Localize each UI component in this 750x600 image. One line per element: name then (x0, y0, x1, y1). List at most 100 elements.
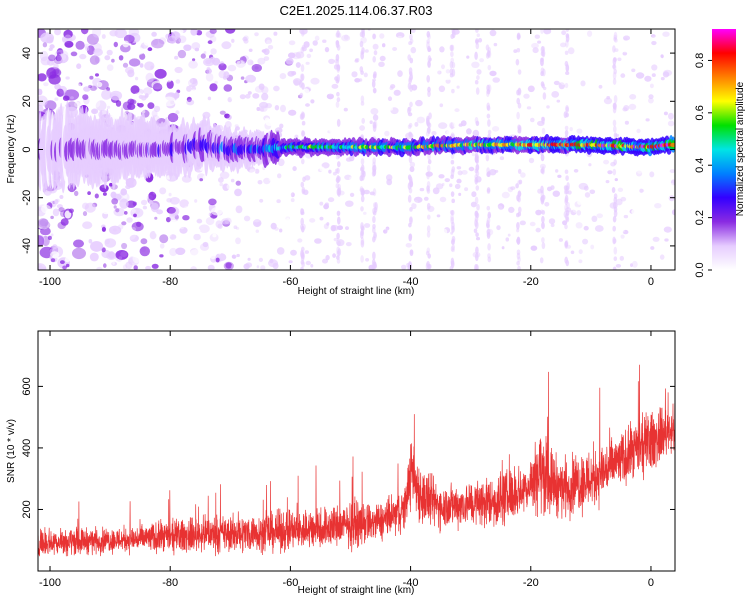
spectrogram-cell (497, 238, 503, 245)
spectrogram-streak-cell (300, 260, 305, 265)
spectrogram-cell (169, 234, 177, 240)
spectrogram-cell (106, 64, 114, 71)
spectrogram-cell (130, 207, 144, 218)
spectrogram-cell (43, 82, 49, 87)
spectrogram-cell (259, 108, 265, 112)
spectrogram-cell (436, 254, 441, 261)
spectrogram-streak-cell (336, 250, 341, 257)
spectrogram-cell (268, 199, 272, 203)
spectrogram-cell (479, 58, 484, 63)
spectrogram-cell (550, 247, 555, 252)
spectrogram-cell (75, 40, 85, 50)
spectrogram-cell (575, 222, 583, 229)
spectrogram-cell (570, 250, 575, 255)
spectrogram-cell (580, 80, 586, 87)
spectrogram-cell (650, 34, 656, 38)
spectrogram-cell (567, 236, 576, 243)
spectrogram-cell (120, 188, 127, 196)
spectrogram-cell (141, 109, 146, 114)
spectrogram-cell (501, 246, 505, 250)
spectrogram-cell (329, 30, 335, 36)
spectrogram-cell (101, 247, 106, 253)
spectrogram-streak-cell (426, 41, 430, 50)
spectrogram-cell (85, 46, 90, 52)
spectrogram-streak-cell (486, 231, 491, 240)
spectrogram-streak-cell (540, 81, 545, 87)
spectrogram-cell (168, 233, 172, 238)
spectrogram-cell (446, 130, 451, 135)
spectrogram-cell (573, 67, 579, 72)
spectrogram-streak-cell (360, 188, 365, 197)
spectrogram-cell (538, 235, 546, 241)
spectrogram-cell (588, 163, 592, 167)
spectrogram-cell (113, 58, 120, 65)
spectrogram-cell (409, 161, 416, 168)
spectrogram-cell (129, 234, 139, 242)
spectrogram-cell (465, 219, 471, 225)
spectrogram-cell (439, 103, 444, 108)
snr-panel: -100 -80 -60 -40 -20 0 200 400 600 Height of st… (6, 330, 676, 596)
spectrogram-cell (623, 105, 630, 111)
spectrogram-cell (274, 115, 281, 121)
spectrogram-streak-cell (612, 168, 617, 176)
spectrogram-cell (651, 64, 658, 71)
spectrogram-cell (663, 111, 668, 116)
spectrogram-cell (189, 78, 198, 84)
spectrogram-streak-cell (486, 113, 491, 119)
spectrogram-cell (285, 218, 291, 224)
spectrogram-cell (354, 78, 361, 83)
spectrogram-streak-cell (372, 124, 377, 132)
spectrogram-cell (387, 96, 393, 101)
spectrogram-cell (296, 162, 300, 167)
spectrogram-streak-cell (450, 191, 455, 197)
spectrogram-streak-cell (336, 167, 340, 174)
spectrogram-streak-cell (407, 124, 412, 129)
spectrogram-cell (399, 263, 407, 270)
spectrogram-cell (118, 55, 124, 61)
spectrogram-streak-cell (612, 225, 616, 232)
spectrogram-cell (148, 191, 157, 201)
spectrogram-cell (378, 61, 385, 67)
spectrogram-cell (52, 89, 57, 94)
spectrogram-cell (310, 77, 320, 85)
spectrogram-cell (615, 198, 623, 206)
spectrogram-cell (122, 264, 128, 270)
spectrogram-cell (548, 218, 556, 225)
spectrogram-streak-cell (301, 188, 306, 195)
spectrogram-cell (550, 223, 555, 228)
spectrogram-cell (227, 97, 233, 103)
spectrogram-cell (309, 218, 316, 223)
spectrogram-streak-cell (564, 224, 568, 230)
spectrogram-streak-cell (300, 112, 305, 120)
spectrogram-cell (321, 57, 325, 61)
spectrogram-cell (492, 126, 500, 132)
spectrogram-cell (346, 84, 351, 90)
spectrogram-streak-cell (564, 241, 568, 248)
spectrogram-streak-cell (372, 56, 377, 63)
spectrogram-cell (267, 45, 274, 50)
spectrogram-cell (385, 226, 390, 231)
spectrogram-cell (445, 69, 451, 74)
spectrogram-cell (491, 256, 498, 264)
spectrogram-cell (84, 242, 89, 247)
spectrogram-cell (219, 110, 226, 115)
spectrogram-streak-cell (336, 64, 341, 73)
spectrogram-cell (629, 94, 637, 100)
spectrogram-cell (290, 192, 295, 198)
spectrogram-cell (81, 29, 89, 35)
spectrogram-streak-cell (335, 183, 340, 189)
spectrogram-cell (210, 255, 217, 263)
spectrogram-cell (190, 266, 197, 270)
spectrogram-streak-cell (517, 168, 522, 174)
colorbar-label: Normalized spectral amplitude (735, 81, 746, 216)
spectrogram-cell (416, 116, 425, 124)
spectrogram-cell (556, 99, 561, 103)
spectrogram-cell (376, 228, 382, 234)
spectrogram-cell (535, 209, 542, 216)
spectrogram-cell (151, 31, 157, 37)
spectrogram-streak-cell (337, 183, 342, 191)
spectrogram-cell (253, 219, 262, 228)
spectrogram-cell (558, 238, 564, 242)
spectrogram-cell (532, 47, 539, 54)
spectrogram-cell (247, 225, 253, 231)
